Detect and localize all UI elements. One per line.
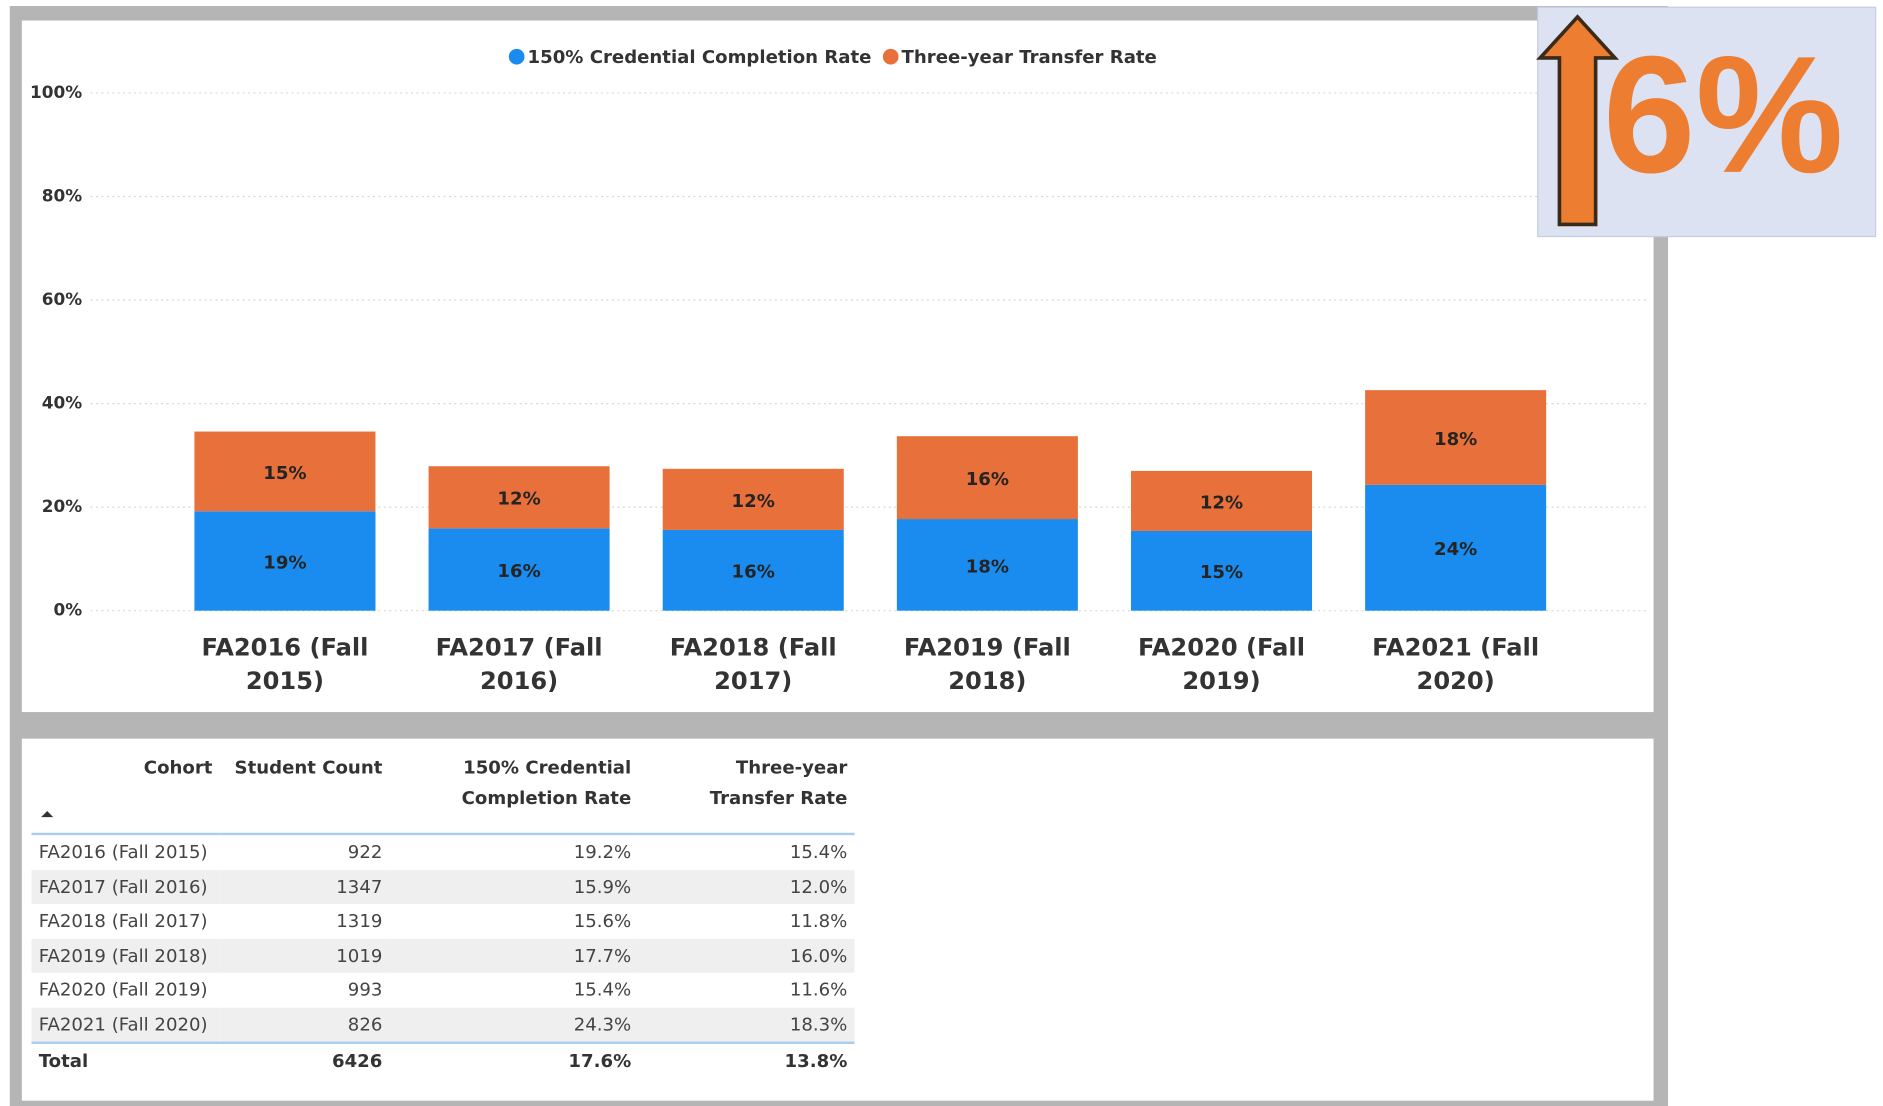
table-cell: 826	[219, 1007, 390, 1043]
data-label: 19%	[263, 552, 306, 573]
data-label: 15%	[263, 463, 306, 484]
bar-segment	[662, 468, 844, 530]
total-row: Total 6426 17.6% 13.8%	[31, 1041, 855, 1078]
bar-segment	[1130, 530, 1313, 611]
table-cell: 11.6%	[789, 979, 848, 1001]
table-row: FA2019 (Fall 2018) 1019 17.7% 16.0%	[31, 938, 855, 973]
data-label: 12%	[1200, 492, 1243, 513]
bar-segment	[1365, 390, 1547, 485]
x-tick-label: FA2017 (Fall 2016)	[435, 632, 603, 696]
legend-label: 150% Credential Completion Rate	[528, 47, 872, 68]
table-cell: 922	[347, 841, 383, 864]
column-header: Student Count	[219, 743, 390, 836]
bar-segment	[194, 431, 376, 512]
table-wrap: Cohort Student Count 150% Credential Compl…	[31, 743, 865, 1078]
x-tick-label: FA2016 (Fall 2015)	[201, 632, 369, 696]
y-tick-label: 100%	[30, 82, 82, 102]
x-tick-label: FA2021 (Fall 2020)	[1372, 632, 1540, 696]
data-label: 16%	[497, 561, 540, 582]
data-label: 16%	[966, 469, 1009, 490]
header-row: Cohort Student Count 150% Credential Compl…	[31, 743, 855, 836]
x-label-box: FA2018 (Fall 2017)	[669, 632, 837, 696]
table-cell: 15.4%	[573, 979, 632, 1001]
data-label: 12%	[497, 489, 540, 510]
x-label-box: FA2020 (Fall 2019)	[1138, 632, 1305, 696]
y-tick-label: 20%	[42, 496, 82, 516]
bar-segment	[896, 519, 1078, 611]
y-tick-label: 60%	[42, 289, 82, 309]
bar-segment	[428, 528, 610, 611]
y-tick-label: 0%	[54, 600, 83, 620]
column-header: Cohort	[31, 743, 220, 836]
table-cell: 17.7%	[389, 938, 639, 973]
total-cell: Total	[31, 1041, 220, 1078]
data-label: 16%	[732, 562, 775, 583]
sort-arrow	[41, 811, 54, 818]
x-label-box: FA2021 (Fall 2020)	[1372, 632, 1540, 696]
table-cell: 15.4%	[789, 841, 848, 864]
table-cell: FA2017 (Fall 2016)	[31, 869, 220, 904]
table-cell: FA2021 (Fall 2020)	[31, 1007, 220, 1043]
x-tick-label: FA2018 (Fall 2017)	[669, 632, 837, 696]
data-label: 24%	[1434, 539, 1477, 560]
table-row: FA2016 (Fall 2015) 922 19.2% 15.4%	[32, 834, 855, 870]
table-row: FA2021 (Fall 2020) 826 24.3% 18.3%	[31, 1007, 855, 1043]
table-cell: 12.0%	[638, 869, 855, 904]
table-cell: 24.3%	[389, 1007, 639, 1043]
table-cell: 15.9%	[389, 869, 639, 904]
legend-marker	[508, 48, 525, 65]
total-cell: 13.8%	[638, 1041, 855, 1078]
table-cell: 18.3%	[638, 1007, 855, 1043]
y-tick-label: 40%	[42, 393, 82, 413]
column-header: 150% Credential Completion Rate	[389, 743, 639, 836]
chart: 0% 20% 40% 60% 80% 100% 150% Credential Comple…	[30, 47, 1648, 696]
bar-segment	[1365, 484, 1547, 611]
table-cell: FA2016 (Fall 2015)	[38, 841, 208, 864]
up-arrow	[1536, 14, 1620, 227]
data-table: Cohort Student Count 150% Credential Compl…	[31, 743, 855, 1078]
data-label: 12%	[732, 491, 775, 512]
y-tick-label: 80%	[42, 185, 82, 205]
table-cell: 11.8%	[789, 910, 848, 933]
x-label-box: FA2019 (Fall 2018)	[903, 632, 1071, 696]
x-label-box: FA2017 (Fall 2016)	[435, 632, 603, 696]
table-cell: FA2019 (Fall 2018)	[31, 938, 220, 973]
legend-label: Three-year Transfer Rate	[902, 47, 1157, 68]
table-cell: 1019	[219, 938, 390, 973]
bar-segment	[896, 436, 1078, 520]
table-row: FA2020 (Fall 2019) 993 15.4% 11.6%	[32, 973, 855, 1007]
table-cell: 19.2%	[573, 841, 632, 864]
data-label: 18%	[1434, 429, 1477, 450]
column-header: Three-year Transfer Rate	[638, 743, 855, 836]
total-cell: 17.6%	[389, 1041, 639, 1078]
data-label: 15%	[1200, 562, 1243, 583]
table-cell: 16.0%	[638, 938, 855, 973]
table-cell: 993	[347, 979, 383, 1001]
table-holder: Cohort Student Count 150% Credential Compl…	[31, 743, 865, 1078]
x-tick-label: FA2020 (Fall 2019)	[1138, 632, 1305, 696]
table-cell: 15.6%	[573, 910, 632, 933]
table-cell: FA2020 (Fall 2019)	[38, 979, 208, 1001]
bar-segment	[194, 511, 376, 611]
table-row: FA2018 (Fall 2017) 1319 15.6% 11.8%	[32, 904, 855, 938]
x-label-box: FA2016 (Fall 2015)	[201, 632, 369, 696]
table-cell: 1319	[336, 910, 383, 933]
bar-segment	[1130, 470, 1313, 531]
legend-marker	[882, 48, 899, 65]
bar-segment	[428, 466, 610, 529]
callout-value: 6%	[1603, 22, 1844, 208]
table-cell: 1347	[219, 869, 390, 904]
data-label: 18%	[966, 556, 1009, 577]
bar-segment	[662, 529, 844, 611]
table-row: FA2017 (Fall 2016) 1347 15.9% 12.0%	[31, 869, 855, 904]
total-cell: 6426	[219, 1041, 390, 1078]
table-cell: FA2018 (Fall 2017)	[38, 910, 208, 933]
x-tick-label: FA2019 (Fall 2018)	[903, 632, 1071, 696]
